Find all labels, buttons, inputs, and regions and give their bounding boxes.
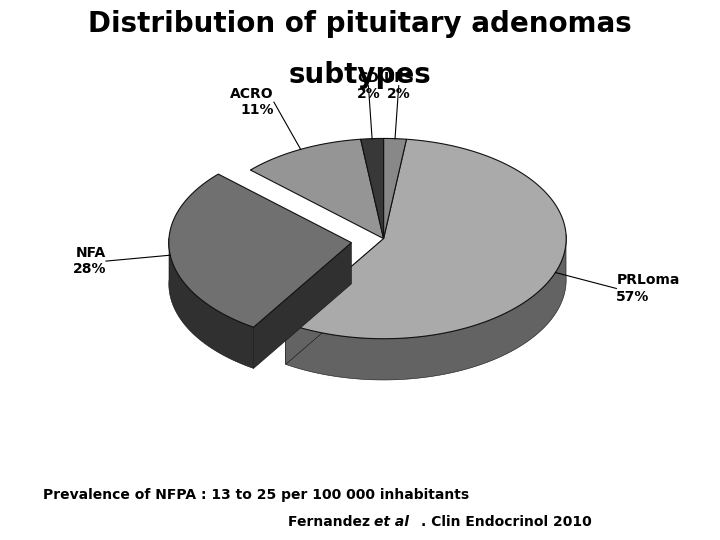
Polygon shape bbox=[286, 139, 566, 339]
Polygon shape bbox=[251, 139, 384, 239]
Polygon shape bbox=[286, 239, 384, 364]
Text: Distribution of pituitary adenomas: Distribution of pituitary adenomas bbox=[88, 10, 632, 38]
Text: PRLoma
57%: PRLoma 57% bbox=[616, 273, 680, 303]
Text: Prevalence of NFPA : 13 to 25 per 100 000 inhabitants: Prevalence of NFPA : 13 to 25 per 100 00… bbox=[43, 488, 469, 502]
Polygon shape bbox=[253, 242, 351, 368]
Text: Fernandez: Fernandez bbox=[287, 515, 374, 529]
Polygon shape bbox=[384, 138, 407, 239]
Text: NFA
28%: NFA 28% bbox=[73, 246, 106, 276]
Polygon shape bbox=[361, 138, 384, 239]
Text: CD
2%: CD 2% bbox=[356, 71, 380, 101]
Polygon shape bbox=[168, 238, 253, 368]
Text: subtypes: subtypes bbox=[289, 60, 431, 89]
Polygon shape bbox=[168, 174, 351, 327]
Text: ACRO
11%: ACRO 11% bbox=[230, 87, 274, 117]
Polygon shape bbox=[286, 234, 566, 380]
Text: . Clin Endocrinol 2010: . Clin Endocrinol 2010 bbox=[421, 515, 592, 529]
Text: et al: et al bbox=[374, 515, 410, 529]
Text: UFS
2%: UFS 2% bbox=[383, 71, 414, 101]
